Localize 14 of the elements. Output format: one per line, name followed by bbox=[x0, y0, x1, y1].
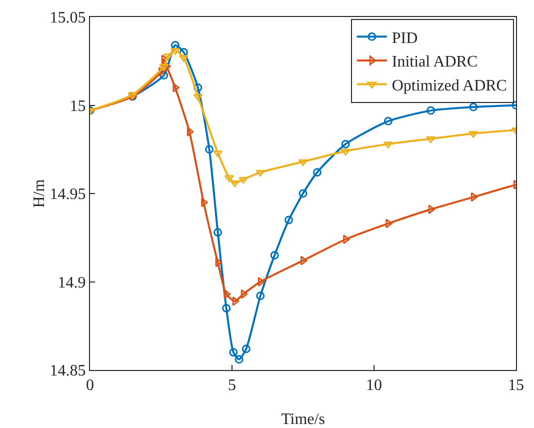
x-tick-label: 15 bbox=[508, 377, 524, 394]
x-tick-label: 0 bbox=[86, 377, 94, 394]
x-tick-label: 5 bbox=[228, 377, 236, 394]
y-tick-label: 15 bbox=[70, 98, 86, 115]
y-axis-title: H/m bbox=[30, 178, 48, 208]
y-tick-label: 14.95 bbox=[50, 186, 86, 204]
x-tick-label: 10 bbox=[366, 377, 382, 394]
legend-label: Optimized ADRC bbox=[392, 78, 507, 95]
y-tick-label: 14.9 bbox=[58, 274, 86, 292]
y-tick-label: 15.05 bbox=[50, 10, 86, 27]
y-tick-label: 14.85 bbox=[50, 362, 86, 380]
legend-label: PID bbox=[392, 30, 418, 47]
x-axis-title: Time/s bbox=[281, 411, 325, 428]
legend-label: Initial ADRC bbox=[392, 54, 478, 71]
